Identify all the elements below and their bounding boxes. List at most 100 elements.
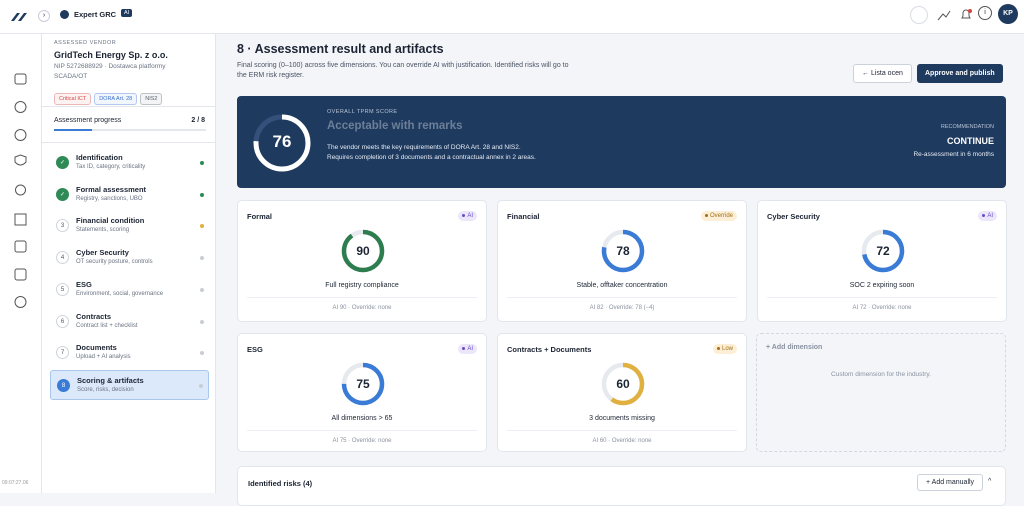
clock: 09:07:27.06: [2, 480, 29, 486]
card-divider: [767, 297, 997, 298]
ring-arc: [253, 114, 311, 172]
step-number: 6: [56, 314, 69, 328]
badge-dot: [462, 346, 466, 350]
badge-dot: [982, 213, 986, 217]
card-summary: Full registry compliance: [325, 282, 399, 289]
badge-text: Override: [709, 213, 733, 219]
shield-icon[interactable]: [14, 154, 27, 166]
step[interactable]: 3 Financial condition Statements, scoring: [50, 211, 209, 241]
ring-arc: [601, 229, 645, 273]
card-footer: AI 60 · Override: none: [592, 438, 652, 444]
network-icon[interactable]: [15, 184, 26, 196]
card-summary: 3 documents missing: [589, 415, 655, 422]
card-divider: [247, 297, 477, 298]
overall-ring: [253, 114, 311, 172]
badge-dot: [704, 213, 708, 217]
step[interactable]: ✓ Formal assessment Registry, sanctions, U…: [50, 180, 209, 210]
overall-verdict: Acceptable with remarks: [327, 120, 463, 132]
step[interactable]: 5 ESG Environment, social, governance: [50, 275, 209, 305]
step-status-dot: [200, 192, 204, 197]
score-ring: [601, 229, 645, 273]
card-title: ESG: [247, 345, 263, 354]
step-status-dot: [200, 224, 204, 229]
step-number: 5: [56, 282, 69, 296]
score-ring: [601, 362, 645, 406]
rail-icons: [14, 73, 27, 308]
home-icon[interactable]: [14, 73, 27, 85]
card-badge: AI: [458, 211, 477, 221]
card-title: Financial: [507, 212, 540, 221]
list-icon[interactable]: [14, 268, 27, 281]
card-footer: AI 82 · Override: 78 (−4): [589, 305, 655, 311]
step-title: Financial condition: [76, 216, 145, 226]
step-title: ESG: [76, 279, 92, 289]
dimension-card: Formal AI 90 Full registry compliance AI 90 …: [237, 200, 487, 322]
ring-arc: [861, 229, 905, 273]
vendor-label: ASSESSED VENDOR: [54, 40, 117, 46]
step[interactable]: ✓ Identification Tax ID, category, critica…: [50, 148, 209, 178]
collapse-risks[interactable]: ^: [988, 478, 992, 485]
dimension-card: Contracts + Documents Low 60 3 documents mi…: [497, 333, 747, 452]
info-button[interactable]: i: [978, 6, 992, 20]
collapse-toggle[interactable]: ›: [38, 10, 50, 22]
progress-track: [54, 129, 206, 131]
page-description: Final scoring (0–100) across five dimens…: [237, 62, 569, 79]
step-subtitle: Score, risks, decision: [77, 386, 134, 393]
dimension-card: ESG AI 75 All dimensions > 65 AI 75 · Overri…: [237, 333, 487, 452]
progress-label: 2 / 8: [191, 117, 205, 124]
step-title: Identification: [76, 153, 123, 162]
step-title: Documents: [76, 343, 117, 353]
dimension-card: Cyber Security AI 72 SOC 2 expiring soon AI …: [757, 200, 1007, 322]
step-subtitle: Contract list + checklist: [76, 322, 138, 329]
step-title: Cyber Security: [76, 248, 129, 258]
notifications-button[interactable]: [957, 6, 975, 24]
add-risk-button[interactable]: + Add manually: [917, 474, 984, 491]
step-subtitle: Tax ID, category, criticality: [76, 164, 146, 170]
product-name: Expert GRC: [74, 10, 117, 19]
step[interactable]: 6 Contracts Contract list + checklist: [50, 307, 209, 337]
chart-button[interactable]: [935, 6, 953, 24]
code-icon[interactable]: [14, 240, 27, 253]
overall-label: OVERALL TPRM SCORE: [327, 109, 398, 115]
badge-text: Low: [721, 346, 733, 352]
add-dimension-title[interactable]: + Add dimension: [766, 344, 823, 351]
settings-icon[interactable]: [14, 296, 27, 308]
badge-dot: [716, 346, 720, 350]
add-dimension-card[interactable]: + Add dimension Custom dimension for the…: [756, 333, 1006, 452]
card-summary: All dimensions > 65: [331, 415, 393, 422]
step-done-icon: ✓: [56, 156, 69, 169]
vendor-details: NIP 5272688929 · Dostawca platformy SCAD…: [54, 63, 166, 80]
top-bar: › Expert GRC AI i KP: [0, 0, 1024, 34]
avatar[interactable]: KP: [998, 4, 1018, 24]
step-number: 4: [56, 251, 69, 265]
step[interactable]: 4 Cyber Security OT security posture, cont…: [50, 243, 209, 273]
page-title: 8 · Assessment result and artifacts: [237, 42, 444, 56]
card-footer: AI 72 · Override: none: [852, 305, 912, 311]
building-icon[interactable]: [14, 213, 27, 226]
card-summary: SOC 2 expiring soon: [849, 282, 915, 289]
back-button[interactable]: ← Lista ocen: [853, 64, 912, 83]
card-badge: Low: [712, 344, 737, 354]
vendor-name: GridTech Energy Sp. z o.o.: [54, 50, 168, 60]
add-dimension-description: Custom dimension for the industry.: [831, 371, 931, 378]
product-badge: AI: [121, 9, 133, 17]
step-subtitle: OT security posture, controls: [76, 259, 153, 266]
progress-title: Assessment progress: [54, 117, 122, 124]
history-icon[interactable]: [14, 129, 27, 141]
step[interactable]: 7 Documents Upload + AI analysis: [50, 338, 209, 368]
publish-button[interactable]: Approve and publish: [917, 64, 1003, 83]
step-title: Formal assessment: [76, 184, 147, 194]
divider: [42, 142, 216, 143]
ring-arc: [341, 229, 385, 273]
card-badge: AI: [978, 211, 997, 221]
risks-title: Identified risks (4): [248, 479, 313, 488]
step-title: Scoring & artifacts: [77, 375, 144, 385]
sidebar: ASSESSED VENDOR GridTech Energy Sp. z o.…: [42, 34, 216, 493]
overall-description: The vendor meets the key requirements of…: [327, 144, 536, 161]
step-done-icon: ✓: [56, 187, 69, 201]
step[interactable]: 8 Scoring & artifacts Score, risks, decisi…: [50, 369, 209, 400]
view-button[interactable]: [910, 6, 928, 24]
check-icon[interactable]: [14, 101, 27, 113]
product-icon: [60, 10, 69, 19]
step-subtitle: Upload + AI analysis: [76, 354, 131, 361]
